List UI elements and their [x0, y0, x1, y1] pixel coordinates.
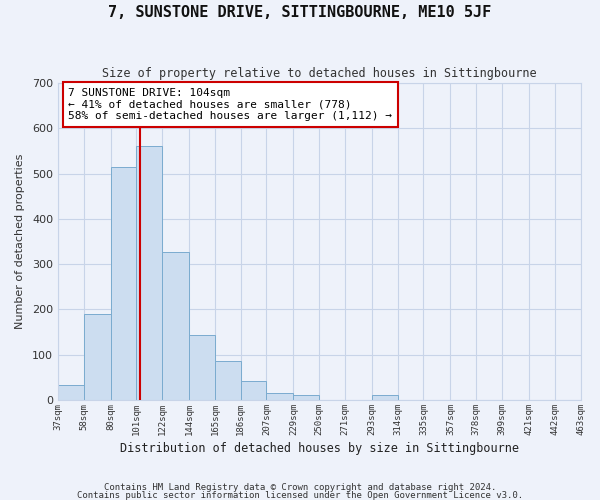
- Text: 7, SUNSTONE DRIVE, SITTINGBOURNE, ME10 5JF: 7, SUNSTONE DRIVE, SITTINGBOURNE, ME10 5…: [109, 5, 491, 20]
- Text: Contains HM Land Registry data © Crown copyright and database right 2024.: Contains HM Land Registry data © Crown c…: [104, 483, 496, 492]
- Bar: [215, 360, 241, 400]
- Text: 7 SUNSTONE DRIVE: 104sqm
← 41% of detached houses are smaller (778)
58% of semi-: 7 SUNSTONE DRIVE: 104sqm ← 41% of detach…: [68, 88, 392, 121]
- Bar: [266, 393, 293, 400]
- Bar: [189, 336, 215, 400]
- Bar: [110, 167, 136, 400]
- Bar: [58, 385, 83, 400]
- Bar: [83, 314, 110, 400]
- Title: Size of property relative to detached houses in Sittingbourne: Size of property relative to detached ho…: [102, 68, 536, 80]
- Y-axis label: Number of detached properties: Number of detached properties: [15, 154, 25, 329]
- Bar: [162, 252, 189, 400]
- X-axis label: Distribution of detached houses by size in Sittingbourne: Distribution of detached houses by size …: [120, 442, 519, 455]
- Bar: [241, 381, 266, 400]
- Bar: [136, 146, 162, 400]
- Bar: [293, 394, 319, 400]
- Text: Contains public sector information licensed under the Open Government Licence v3: Contains public sector information licen…: [77, 490, 523, 500]
- Bar: [372, 396, 398, 400]
